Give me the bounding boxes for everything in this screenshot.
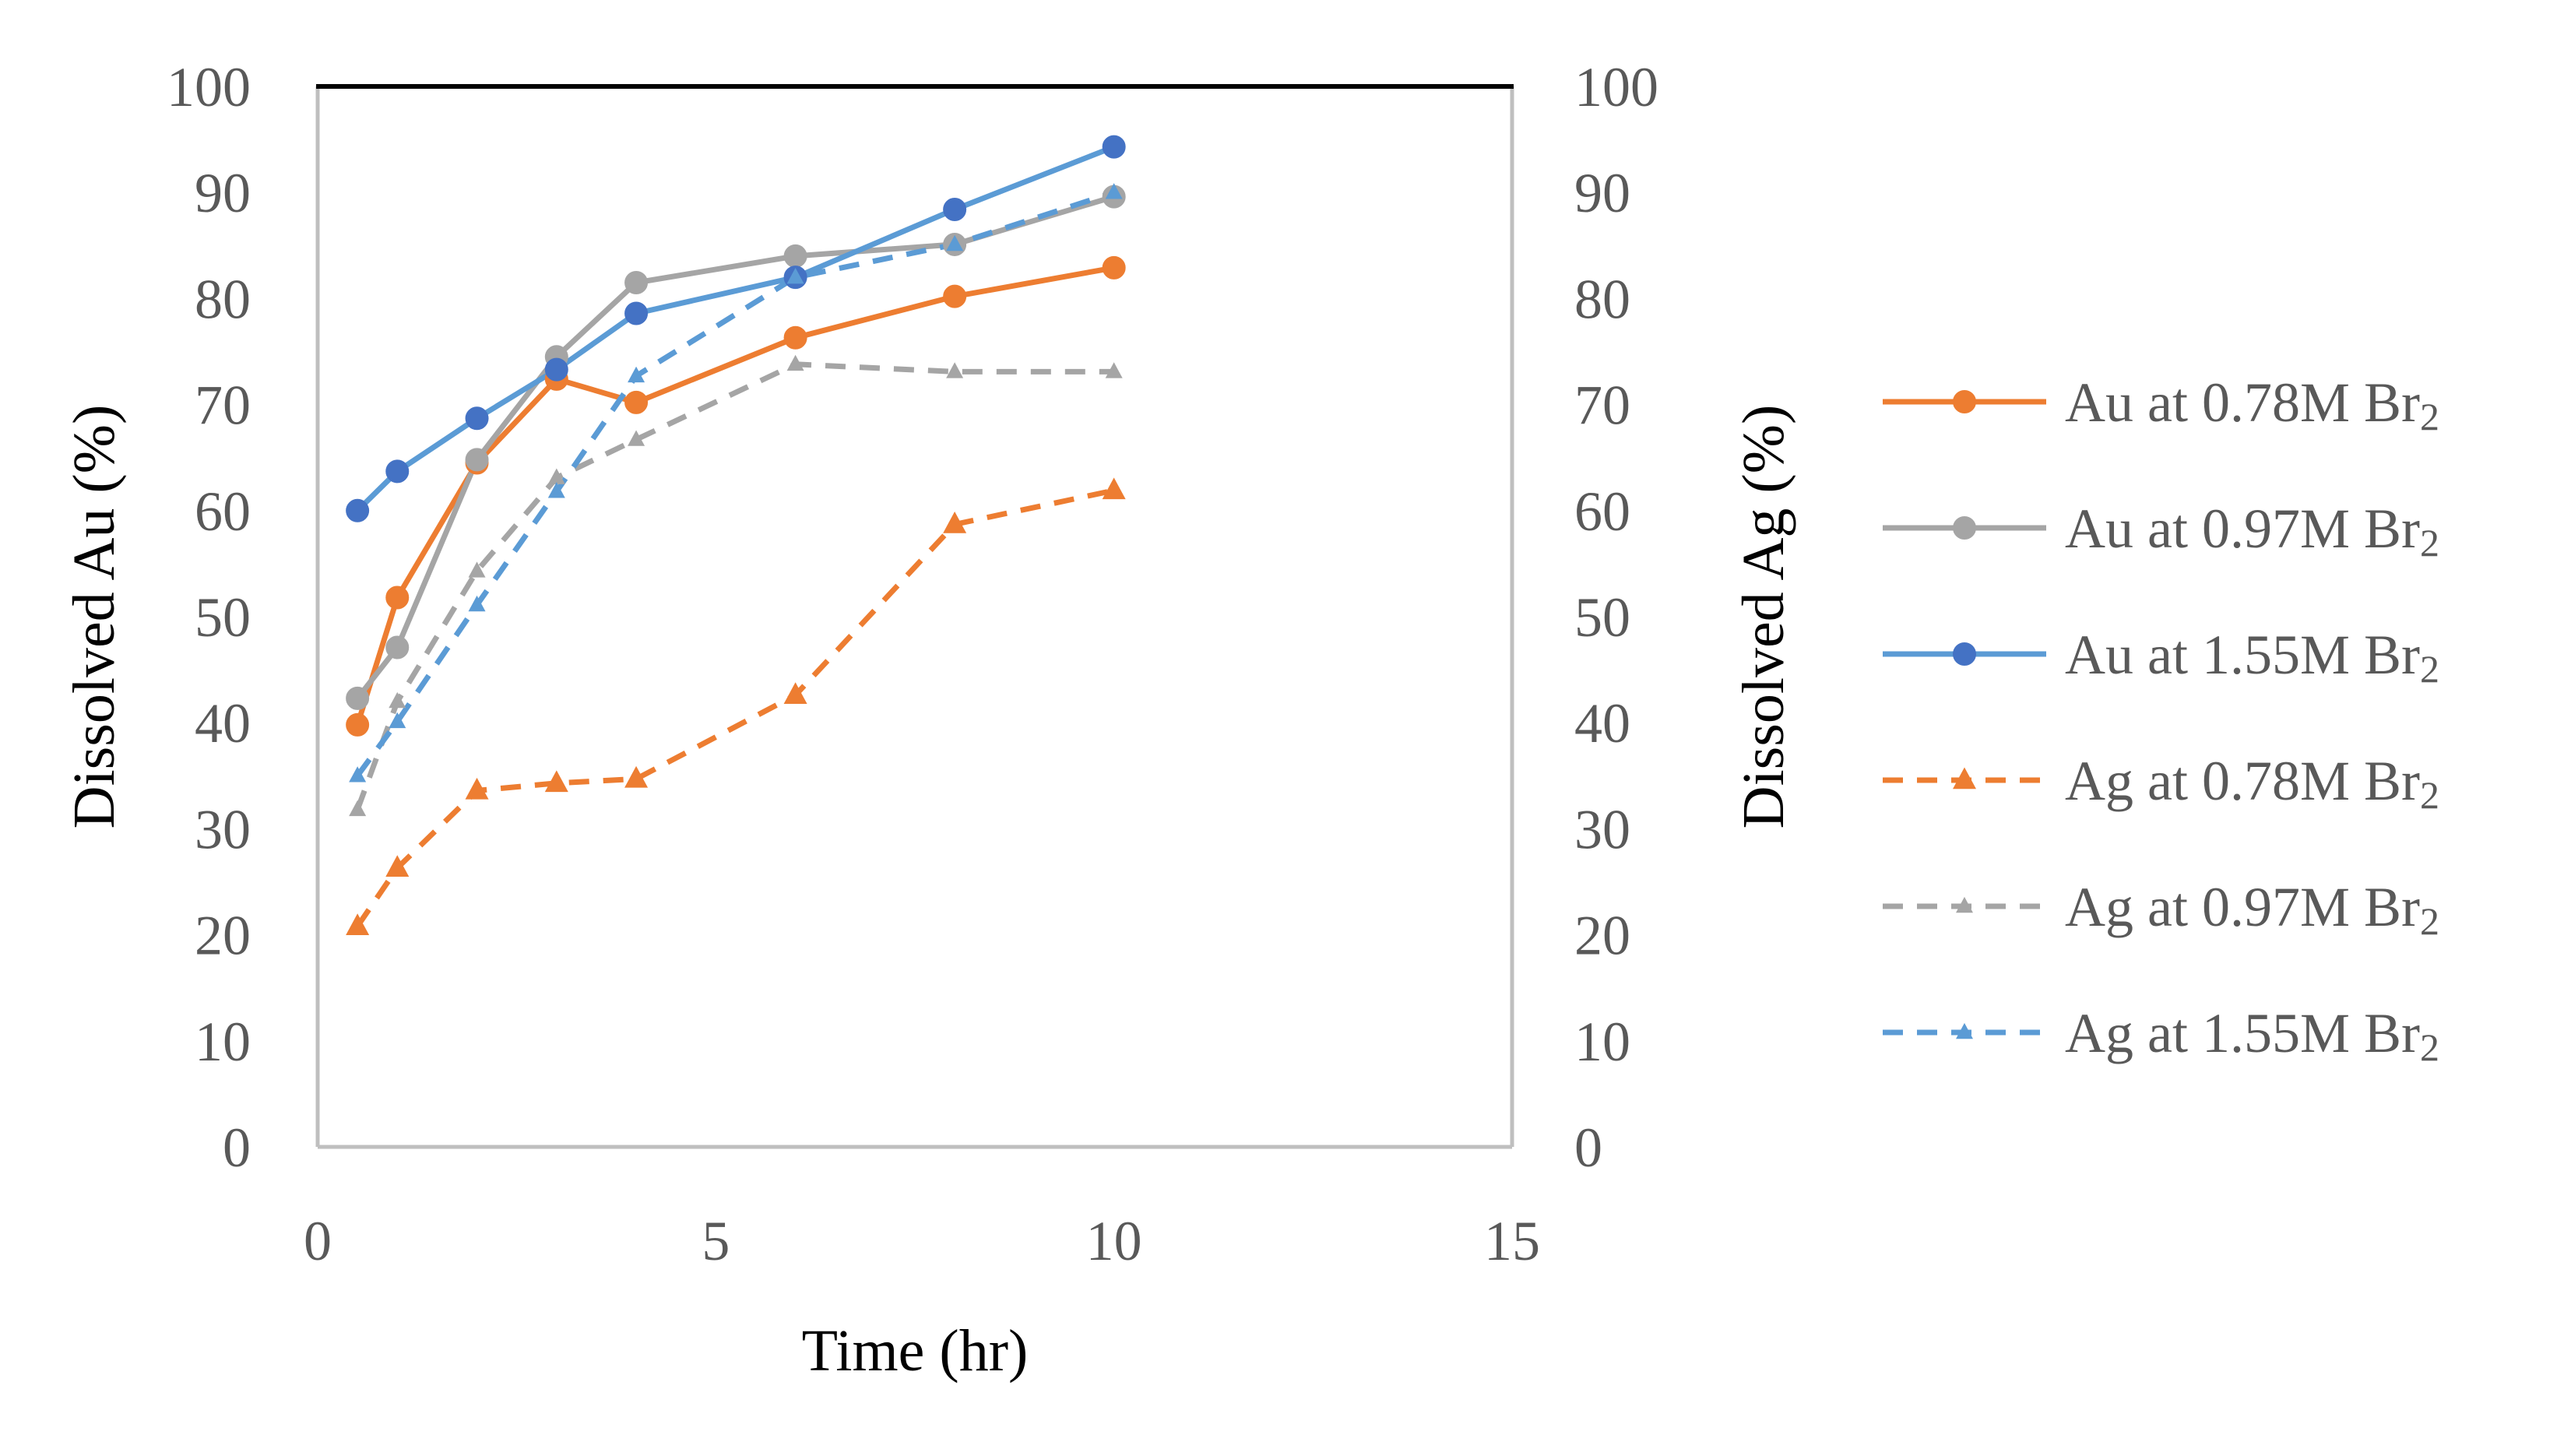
legend-marker-2 (1953, 516, 1976, 540)
series-line-1 (354, 265, 1117, 728)
data-point-series-2 (465, 448, 489, 472)
y-tick-label-left: 0 (223, 1117, 251, 1179)
y-tick-label-right: 50 (1574, 586, 1630, 649)
data-point-series-2 (624, 270, 649, 294)
y-tick-label-right: 60 (1574, 480, 1630, 543)
y-tick-label-right: 20 (1574, 905, 1630, 967)
data-point-series-5 (468, 561, 486, 578)
legend-label-4: Ag at 0.78M Br2 (2065, 750, 2439, 817)
data-point-series-3 (385, 459, 410, 484)
data-point-series-6 (1105, 183, 1123, 199)
data-point-series-5 (786, 354, 804, 371)
data-point-series-1 (346, 712, 370, 737)
y-tick-label-right: 70 (1574, 375, 1630, 437)
data-point-series-1 (1102, 255, 1126, 280)
data-point-series-3 (346, 498, 370, 522)
series-line-5 (354, 361, 1114, 811)
data-point-series-5 (628, 430, 645, 446)
series-line-3 (354, 144, 1117, 514)
series-line-6 (355, 189, 1115, 778)
markers-layer (346, 135, 1126, 935)
series-line-2 (354, 194, 1117, 702)
data-point-series-1 (783, 325, 807, 350)
data-point-series-4 (783, 682, 807, 705)
data-point-series-4 (943, 512, 967, 533)
y-tick-label-right: 40 (1574, 692, 1630, 754)
y-tick-label-left: 30 (195, 798, 251, 860)
data-point-series-6 (628, 366, 645, 383)
x-tick-label: 10 (1086, 1210, 1142, 1272)
y-tick-label-left: 60 (195, 480, 251, 543)
y-tick-label-left: 70 (195, 375, 251, 437)
y-tick-label-right: 100 (1574, 56, 1658, 118)
legend-label-2: Au at 0.97M Br2 (2065, 498, 2439, 564)
legend-label-6: Ag at 1.55M Br2 (2065, 1002, 2439, 1069)
y-tick-label-left: 50 (195, 586, 251, 649)
y-tick-label-right: 0 (1574, 1117, 1602, 1179)
data-point-series-4 (465, 777, 489, 800)
data-point-series-6 (946, 234, 964, 251)
legend: Au at 0.78M Br2 Au at 0.97M Br2 Au at 1.55… (1883, 371, 2439, 1069)
y-tick-label-left: 10 (195, 1011, 251, 1073)
legend-label-1: Au at 0.78M Br2 (2065, 371, 2439, 438)
data-point-series-4 (346, 913, 370, 935)
data-point-series-3 (943, 197, 967, 221)
legend-label-5: Ag at 0.97M Br2 (2065, 876, 2439, 943)
data-point-series-1 (385, 586, 410, 610)
y-tick-label-left: 40 (195, 692, 251, 754)
legend-marker-4 (1953, 767, 1976, 790)
data-point-series-1 (943, 284, 967, 308)
data-point-series-3 (624, 301, 649, 325)
data-point-series-2 (346, 686, 370, 710)
data-point-series-3 (465, 406, 489, 431)
data-point-series-5 (349, 800, 367, 817)
data-point-series-2 (385, 635, 410, 659)
legend-marker-1 (1953, 390, 1976, 413)
data-point-series-4 (624, 765, 649, 788)
legend-label-3: Au at 1.55M Br2 (2065, 624, 2439, 691)
data-point-series-5 (946, 362, 964, 378)
data-point-series-4 (385, 855, 410, 877)
data-point-series-3 (544, 357, 568, 382)
data-point-series-4 (1102, 477, 1126, 500)
x-axis-title: Time (hr) (802, 1318, 1029, 1384)
series-line-4 (355, 487, 1115, 928)
data-point-series-5 (1105, 362, 1123, 378)
axes-layer: 0102030405060708090100010203040506070809… (62, 56, 1796, 1384)
y-axis-title-left: Dissolved Au (%) (62, 405, 127, 829)
y-tick-label-left: 80 (195, 268, 251, 330)
x-tick-label: 0 (304, 1210, 332, 1272)
x-tick-label: 5 (702, 1210, 730, 1272)
legend-marker-3 (1953, 642, 1976, 666)
legend-marker-6 (1956, 1022, 1973, 1039)
y-tick-label-left: 90 (195, 162, 251, 224)
data-point-series-5 (389, 691, 406, 709)
y-axis-title-right: Dissolved Ag (%) (1731, 405, 1796, 829)
data-point-series-2 (783, 244, 807, 268)
x-tick-label: 15 (1484, 1210, 1540, 1272)
data-point-series-6 (786, 268, 804, 284)
y-tick-label-right: 90 (1574, 162, 1630, 224)
y-tick-label-right: 80 (1574, 268, 1630, 330)
data-point-series-6 (468, 595, 486, 612)
data-point-series-3 (1102, 135, 1126, 159)
y-tick-label-left: 20 (195, 905, 251, 967)
legend-marker-5 (1956, 896, 1973, 913)
data-point-series-6 (389, 712, 406, 729)
series-layer (354, 144, 1117, 928)
data-point-series-6 (547, 482, 565, 498)
y-tick-label-right: 10 (1574, 1011, 1630, 1073)
y-tick-label-left: 100 (167, 56, 251, 118)
data-point-series-5 (547, 468, 565, 484)
data-point-series-1 (624, 390, 649, 414)
data-point-series-6 (349, 766, 367, 783)
y-tick-label-right: 30 (1574, 798, 1630, 860)
data-point-series-4 (544, 770, 568, 793)
